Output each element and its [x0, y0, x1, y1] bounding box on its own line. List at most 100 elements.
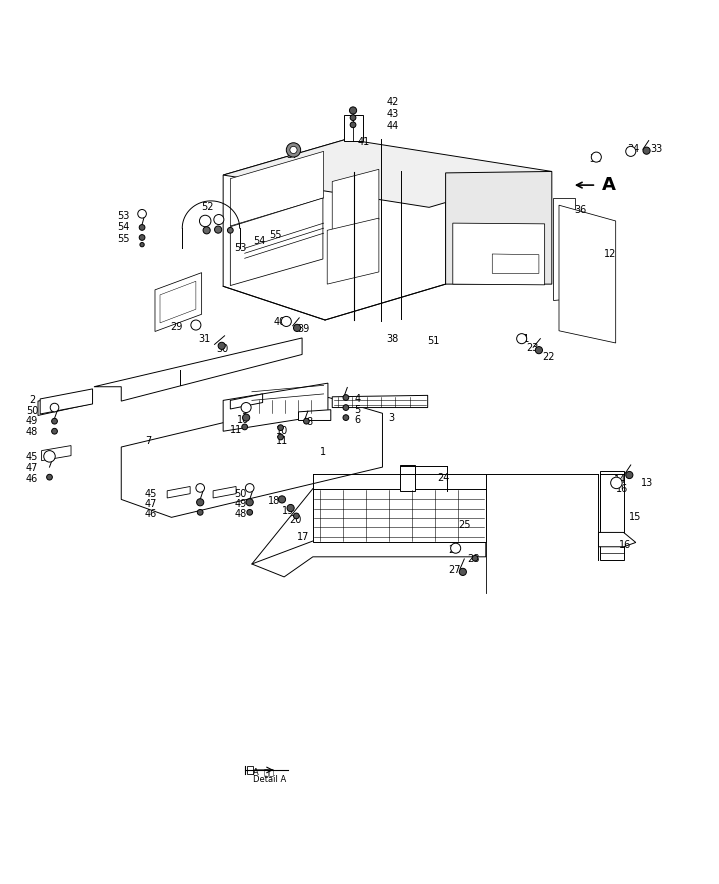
Text: 53: 53 [234, 242, 247, 253]
Circle shape [50, 403, 59, 412]
Text: 53: 53 [118, 211, 130, 221]
Polygon shape [223, 139, 551, 208]
Text: 42: 42 [387, 97, 399, 107]
Text: 29: 29 [170, 322, 183, 332]
Text: 21: 21 [518, 334, 530, 345]
Circle shape [293, 513, 299, 519]
Text: 31: 31 [198, 334, 210, 345]
Circle shape [303, 418, 309, 424]
Text: 16: 16 [618, 540, 631, 551]
Text: 24: 24 [437, 473, 449, 483]
Text: 28: 28 [467, 554, 480, 564]
Polygon shape [38, 391, 91, 415]
Text: 13: 13 [641, 478, 653, 488]
Polygon shape [598, 532, 636, 547]
Circle shape [287, 505, 294, 512]
Polygon shape [160, 281, 196, 323]
Circle shape [139, 234, 145, 240]
Text: 36: 36 [574, 205, 587, 215]
Text: 22: 22 [542, 352, 554, 362]
Text: 11: 11 [229, 425, 242, 435]
Text: 17: 17 [297, 531, 309, 542]
Text: 18: 18 [267, 496, 280, 506]
Circle shape [196, 499, 203, 506]
Polygon shape [252, 541, 486, 577]
Text: 20: 20 [289, 514, 301, 524]
Circle shape [47, 475, 52, 480]
Polygon shape [230, 394, 262, 409]
Polygon shape [600, 470, 623, 560]
Polygon shape [247, 766, 252, 774]
Circle shape [286, 142, 301, 157]
Text: A  詳細: A 詳細 [253, 767, 274, 777]
Circle shape [451, 543, 461, 553]
Text: 4: 4 [354, 394, 361, 404]
Text: 50: 50 [234, 489, 247, 499]
Circle shape [472, 555, 478, 561]
Text: 27: 27 [449, 566, 461, 575]
Text: 41: 41 [357, 137, 370, 147]
Polygon shape [344, 116, 363, 141]
Text: 49: 49 [234, 499, 247, 508]
Circle shape [350, 115, 356, 120]
Polygon shape [313, 489, 486, 543]
Text: 51: 51 [428, 336, 440, 346]
Text: 47: 47 [26, 463, 38, 473]
Polygon shape [122, 398, 383, 517]
Circle shape [241, 402, 251, 413]
Text: 48: 48 [234, 509, 247, 519]
Circle shape [517, 333, 527, 344]
Circle shape [278, 496, 285, 503]
Text: 55: 55 [269, 230, 282, 240]
Circle shape [536, 347, 543, 354]
Text: 54: 54 [253, 236, 265, 246]
Circle shape [293, 324, 301, 332]
Circle shape [626, 471, 633, 478]
Text: 38: 38 [386, 333, 398, 344]
Circle shape [214, 226, 221, 233]
Text: 55: 55 [118, 234, 130, 244]
Text: 25: 25 [459, 521, 471, 530]
Text: 46: 46 [145, 509, 157, 519]
Polygon shape [453, 223, 545, 285]
Text: 45: 45 [145, 489, 157, 499]
Text: 50: 50 [26, 406, 38, 416]
Text: 43: 43 [387, 109, 399, 119]
Text: 12: 12 [603, 249, 616, 259]
Circle shape [281, 316, 291, 326]
Text: 15: 15 [628, 512, 641, 522]
Polygon shape [298, 409, 331, 421]
Text: A: A [602, 176, 616, 194]
Circle shape [203, 226, 210, 234]
Circle shape [52, 418, 58, 424]
Polygon shape [40, 389, 93, 414]
Text: 10: 10 [276, 425, 288, 436]
Circle shape [247, 509, 252, 515]
Text: 26: 26 [449, 545, 461, 554]
Circle shape [343, 415, 349, 421]
Text: 48: 48 [26, 427, 38, 437]
Circle shape [140, 242, 145, 247]
Text: 39: 39 [298, 324, 310, 333]
Text: 49: 49 [26, 416, 38, 426]
Circle shape [214, 215, 224, 225]
Text: 14: 14 [613, 475, 626, 485]
Circle shape [197, 509, 203, 515]
Text: 7: 7 [146, 437, 152, 446]
Circle shape [349, 107, 357, 114]
Circle shape [643, 147, 650, 154]
Circle shape [52, 429, 58, 434]
Polygon shape [332, 170, 379, 232]
Text: 46: 46 [26, 474, 38, 484]
Circle shape [191, 320, 201, 330]
Text: 10: 10 [237, 415, 249, 425]
Circle shape [459, 568, 467, 575]
Circle shape [591, 152, 601, 162]
Circle shape [218, 342, 225, 349]
Text: 30: 30 [216, 344, 228, 354]
Text: 8: 8 [306, 417, 313, 427]
Text: 47: 47 [145, 499, 157, 508]
Text: 40: 40 [273, 317, 285, 327]
Text: 6: 6 [354, 415, 361, 425]
Polygon shape [230, 198, 323, 286]
